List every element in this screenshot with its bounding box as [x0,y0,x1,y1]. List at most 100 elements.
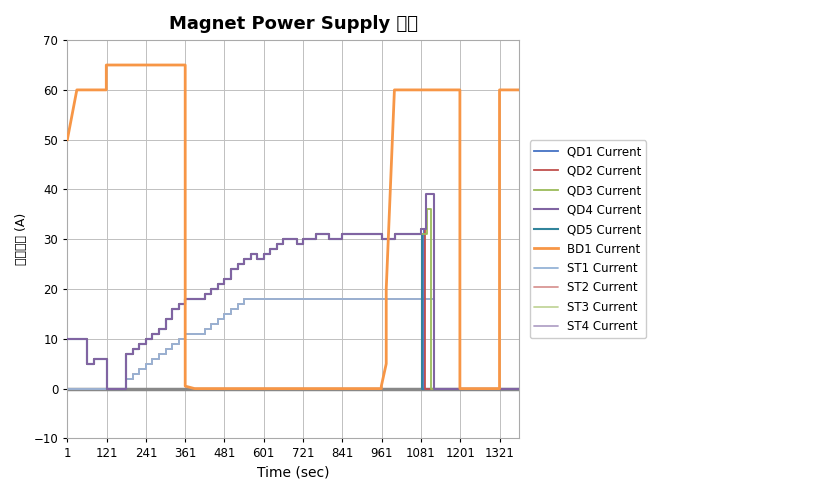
ST1 Current [429,296,439,302]
BD1 Current [390,87,400,93]
ST4 Current [429,296,439,302]
ST3 Current [128,376,138,382]
ST3 Current [180,336,190,342]
ST3 Current [429,296,439,302]
QD2 Current [514,386,524,392]
ST3 Current [128,371,138,377]
ST1 Current [141,361,151,367]
ST2 Current [154,351,164,357]
Y-axis label: 출력전류 (A): 출력전류 (A) [15,213,28,265]
ST1 Current [134,371,144,377]
QD4 Current [416,231,426,237]
ST4 Current [416,296,426,302]
ST1 Current [63,386,73,392]
ST3 Current [180,331,190,337]
ST4 Current [134,371,144,377]
QD3 Current [101,386,111,392]
ST1 Current [180,336,190,342]
ST2 Current [180,331,190,337]
QD2 Current [63,336,73,342]
ST4 Current [226,311,236,317]
ST4 Current [213,321,222,327]
ST3 Current [134,371,144,377]
ST3 Current [167,346,177,352]
ST4 Current [161,346,171,352]
BD1 Current [455,87,465,93]
ST3 Current [167,341,177,347]
ST4 Current [226,306,236,312]
QD5 Current [272,246,282,252]
ST1 Current [232,301,242,307]
BD1 Current [382,361,391,367]
Line: ST4 Current: ST4 Current [68,299,519,389]
BD1 Current [377,383,386,389]
ST3 Current [200,326,210,332]
ST3 Current [213,316,222,322]
ST1 Current [219,316,229,322]
ST2 Current [429,296,439,302]
ST1 Current [239,301,249,307]
ST4 Current [180,331,190,337]
ST3 Current [141,366,151,372]
ST1 Current [134,366,144,372]
ST1 Current [154,351,164,357]
BD1 Current [180,383,190,389]
ST4 Current [128,376,138,382]
QD4 Current [246,256,255,262]
ST1 Current [219,311,229,317]
QD3 Current [423,206,433,212]
ST1 Current [180,331,190,337]
Line: ST2 Current: ST2 Current [68,299,519,389]
ST4 Current [232,306,242,312]
ST4 Current [219,316,229,322]
ST3 Current [226,306,236,312]
ST4 Current [514,386,524,392]
ST3 Current [239,296,249,302]
Line: QD2 Current: QD2 Current [68,229,519,389]
ST2 Current [514,386,524,392]
BD1 Current [101,62,111,68]
ST4 Current [200,326,210,332]
QD4 Current [101,386,111,392]
QD5 Current [311,231,321,237]
ST2 Current [429,386,439,392]
ST2 Current [147,361,157,367]
QD3 Current [514,386,524,392]
QD2 Current [101,386,111,392]
QD2 Current [416,226,426,232]
QD2 Current [246,256,255,262]
QD1 Current [390,231,400,237]
QD5 Current [246,256,255,262]
ST4 Current [63,386,73,392]
BD1 Current [390,87,400,93]
Line: ST3 Current: ST3 Current [68,299,519,389]
ST2 Current [219,311,229,317]
ST2 Current [174,341,184,347]
ST3 Current [161,351,171,357]
ST4 Current [232,301,242,307]
ST4 Current [128,371,138,377]
Line: QD3 Current: QD3 Current [68,209,519,389]
ST4 Current [213,316,222,322]
Line: QD1 Current: QD1 Current [68,229,519,389]
ST2 Current [141,361,151,367]
ST2 Current [226,306,236,312]
ST1 Current [147,356,157,362]
ST4 Current [239,301,249,307]
ST2 Current [141,366,151,372]
ST1 Current [226,311,236,317]
QD2 Current [390,231,400,237]
ST2 Current [232,306,242,312]
ST1 Current [239,296,249,302]
ST2 Current [128,371,138,377]
ST1 Current [416,296,426,302]
Legend: QD1 Current, QD2 Current, QD3 Current, QD4 Current, QD5 Current, BD1 Current, ST: QD1 Current, QD2 Current, QD3 Current, Q… [530,140,647,338]
QD1 Current [416,226,426,232]
ST4 Current [147,356,157,362]
QD5 Current [259,251,269,257]
QD3 Current [246,256,255,262]
ST4 Current [174,336,184,342]
ST1 Current [167,346,177,352]
ST3 Current [429,386,439,392]
ST3 Current [207,321,217,327]
